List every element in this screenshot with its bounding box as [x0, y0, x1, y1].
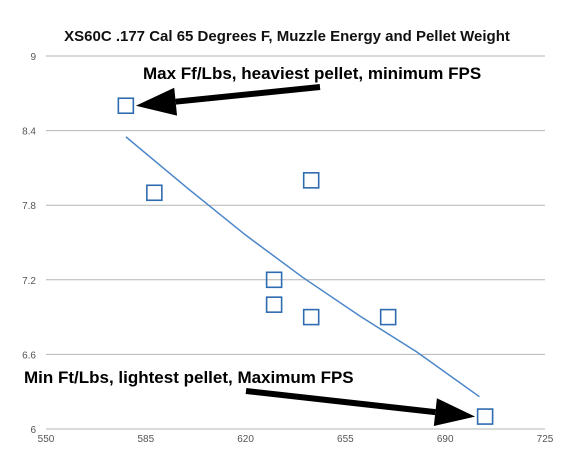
- arrow-min-shaft: [245, 388, 436, 416]
- data-point: [117, 97, 135, 115]
- data-point: [265, 271, 283, 289]
- data-point: [476, 408, 494, 425]
- y-tick-label: 7.2: [22, 276, 36, 287]
- chart-title: XS60C .177 Cal 65 Degrees F, Muzzle Ener…: [64, 28, 510, 45]
- arrow-max-shaft: [175, 84, 321, 105]
- data-point: [146, 184, 163, 202]
- y-tick-label: 8.4: [22, 127, 36, 138]
- data-point: [379, 308, 397, 326]
- data-point: [302, 172, 320, 189]
- arrow-min-head: [433, 398, 476, 427]
- data-point: [265, 296, 283, 313]
- y-tick-label: 6: [30, 425, 36, 436]
- annotation-max: Max Ff/Lbs, heaviest pellet, minimum FPS: [143, 64, 482, 83]
- x-tick-label: 690: [437, 434, 454, 445]
- y-tick-label: 7.8: [22, 201, 36, 212]
- annotation-min: Min Ft/Lbs, lightest pellet, Maximum FPS: [24, 368, 354, 387]
- arrow-max-head: [135, 87, 178, 116]
- data-point: [302, 308, 320, 326]
- x-tick-label: 550: [38, 434, 55, 445]
- x-tick-label: 725: [537, 434, 554, 445]
- x-tick-label: 585: [137, 434, 154, 445]
- trendline: [125, 136, 480, 398]
- x-tick-label: 655: [337, 434, 354, 445]
- y-tick-label: 9: [30, 52, 36, 63]
- x-tick-label: 620: [237, 434, 254, 445]
- y-tick-label: 6.6: [22, 350, 36, 361]
